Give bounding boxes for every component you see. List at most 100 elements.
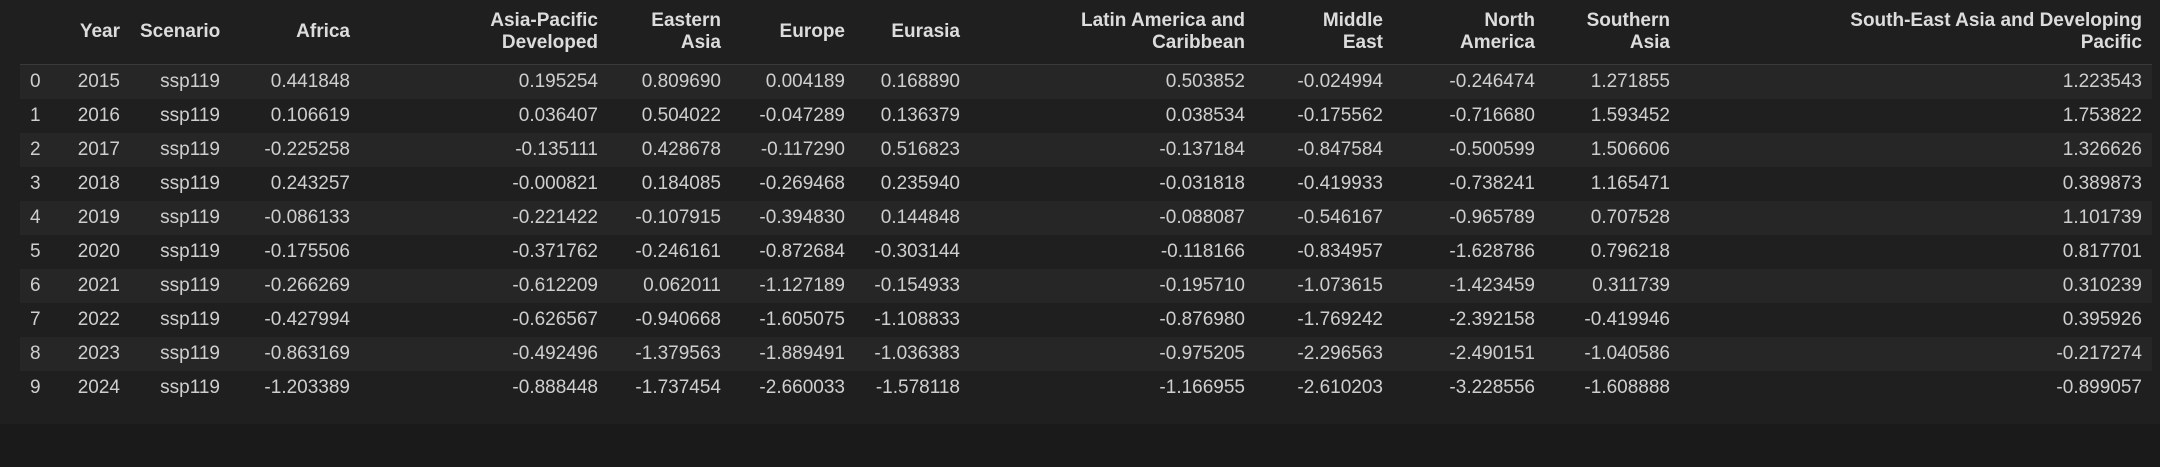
header-line: Southern (1586, 10, 1670, 31)
cell-europe: 0.004189 (731, 64, 855, 99)
cell-eurasia: -1.578118 (855, 371, 970, 405)
cell-africa: -0.863169 (230, 337, 360, 371)
column-header-eastern-asia: Eastern Asia (608, 0, 731, 65)
cell-scenario: ssp119 (130, 337, 230, 371)
table-row: 8 2023 ssp119 -0.863169 -0.492496 -1.379… (20, 337, 2152, 371)
cell-eastern-asia: 0.184085 (608, 167, 731, 201)
cell-latin-america-caribbean: -0.876980 (970, 303, 1255, 337)
cell-eastern-asia: -0.107915 (608, 201, 731, 235)
header-line: East (1342, 32, 1383, 53)
cell-latin-america-caribbean: 0.038534 (970, 99, 1255, 133)
column-header-year: Year (56, 0, 130, 65)
cell-southern-asia: 1.271855 (1545, 64, 1680, 99)
column-header-latin-america-caribbean: Latin America and Caribbean (970, 0, 1255, 65)
cell-scenario: ssp119 (130, 235, 230, 269)
row-index: 0 (20, 64, 56, 99)
cell-eurasia: 0.235940 (855, 167, 970, 201)
cell-middle-east: -0.834957 (1255, 235, 1393, 269)
cell-scenario: ssp119 (130, 133, 230, 167)
row-index: 4 (20, 201, 56, 235)
cell-year: 2021 (56, 269, 130, 303)
cell-asia-pacific-developed: -0.888448 (360, 371, 608, 405)
cell-scenario: ssp119 (130, 64, 230, 99)
table-row: 3 2018 ssp119 0.243257 -0.000821 0.18408… (20, 167, 2152, 201)
cell-north-america: -2.392158 (1393, 303, 1545, 337)
cell-africa: -0.225258 (230, 133, 360, 167)
cell-asia-pacific-developed: -0.221422 (360, 201, 608, 235)
cell-europe: -0.269468 (731, 167, 855, 201)
cell-africa: -0.175506 (230, 235, 360, 269)
cell-south-east-asia-developing-pacific: 0.395926 (1680, 303, 2152, 337)
cell-africa: -0.266269 (230, 269, 360, 303)
header-line: Caribbean (1152, 32, 1245, 53)
header-line: Eastern (651, 10, 721, 31)
table-row: 6 2021 ssp119 -0.266269 -0.612209 0.0620… (20, 269, 2152, 303)
cell-southern-asia: 1.165471 (1545, 167, 1680, 201)
cell-year: 2019 (56, 201, 130, 235)
cell-north-america: -3.228556 (1393, 371, 1545, 405)
cell-middle-east: -1.073615 (1255, 269, 1393, 303)
cell-north-america: -1.423459 (1393, 269, 1545, 303)
cell-north-america: -0.246474 (1393, 64, 1545, 99)
cell-eastern-asia: -1.379563 (608, 337, 731, 371)
cell-africa: 0.441848 (230, 64, 360, 99)
column-header-eurasia: Eurasia (855, 0, 970, 65)
cell-middle-east: -0.024994 (1255, 64, 1393, 99)
cell-latin-america-caribbean: -0.118166 (970, 235, 1255, 269)
cell-europe: -0.047289 (731, 99, 855, 133)
cell-eurasia: -1.036383 (855, 337, 970, 371)
cell-scenario: ssp119 (130, 167, 230, 201)
cell-southern-asia: -1.608888 (1545, 371, 1680, 405)
header-line: Developed (501, 32, 598, 53)
cell-year: 2023 (56, 337, 130, 371)
row-index: 7 (20, 303, 56, 337)
column-header-africa: Africa (230, 0, 360, 65)
cell-southern-asia: 0.311739 (1545, 269, 1680, 303)
header-line: Latin America and (1080, 10, 1245, 31)
header-line: America (1460, 32, 1535, 53)
cell-south-east-asia-developing-pacific: 1.223543 (1680, 64, 2152, 99)
output-footer-area (0, 424, 2160, 467)
cell-middle-east: -0.419933 (1255, 167, 1393, 201)
dataframe-table: Year Scenario Africa Asia-Pacific Develo… (20, 0, 2152, 405)
row-index: 1 (20, 99, 56, 133)
cell-southern-asia: 0.796218 (1545, 235, 1680, 269)
cell-year: 2020 (56, 235, 130, 269)
cell-southern-asia: 1.506606 (1545, 133, 1680, 167)
cell-north-america: -0.716680 (1393, 99, 1545, 133)
cell-south-east-asia-developing-pacific: 0.310239 (1680, 269, 2152, 303)
cell-latin-america-caribbean: -0.137184 (970, 133, 1255, 167)
header-line: Asia (1629, 32, 1670, 53)
column-header-southern-asia: Southern Asia (1545, 0, 1680, 65)
cell-latin-america-caribbean: 0.503852 (970, 64, 1255, 99)
header-line: South-East Asia and Developing (1850, 10, 2142, 31)
cell-south-east-asia-developing-pacific: 0.817701 (1680, 235, 2152, 269)
cell-north-america: -2.490151 (1393, 337, 1545, 371)
cell-asia-pacific-developed: -0.135111 (360, 133, 608, 167)
cell-eastern-asia: -0.246161 (608, 235, 731, 269)
table-header: Year Scenario Africa Asia-Pacific Develo… (20, 0, 2152, 65)
cell-asia-pacific-developed: -0.612209 (360, 269, 608, 303)
header-line: North (1484, 10, 1535, 31)
cell-europe: -0.394830 (731, 201, 855, 235)
cell-africa: -1.203389 (230, 371, 360, 405)
cell-year: 2017 (56, 133, 130, 167)
table-row: 7 2022 ssp119 -0.427994 -0.626567 -0.940… (20, 303, 2152, 337)
cell-north-america: -0.965789 (1393, 201, 1545, 235)
cell-middle-east: -2.296563 (1255, 337, 1393, 371)
header-line: Asia-Pacific (490, 10, 598, 31)
cell-africa: 0.243257 (230, 167, 360, 201)
cell-africa: 0.106619 (230, 99, 360, 133)
cell-latin-america-caribbean: -1.166955 (970, 371, 1255, 405)
cell-southern-asia: 0.707528 (1545, 201, 1680, 235)
cell-eurasia: -0.303144 (855, 235, 970, 269)
cell-scenario: ssp119 (130, 201, 230, 235)
cell-south-east-asia-developing-pacific: 1.101739 (1680, 201, 2152, 235)
cell-eastern-asia: -0.940668 (608, 303, 731, 337)
cell-south-east-asia-developing-pacific: 1.326626 (1680, 133, 2152, 167)
column-header-south-east-asia-developing-pacific: South-East Asia and Developing Pacific (1680, 0, 2152, 65)
cell-year: 2024 (56, 371, 130, 405)
cell-latin-america-caribbean: -0.195710 (970, 269, 1255, 303)
cell-eastern-asia: 0.504022 (608, 99, 731, 133)
